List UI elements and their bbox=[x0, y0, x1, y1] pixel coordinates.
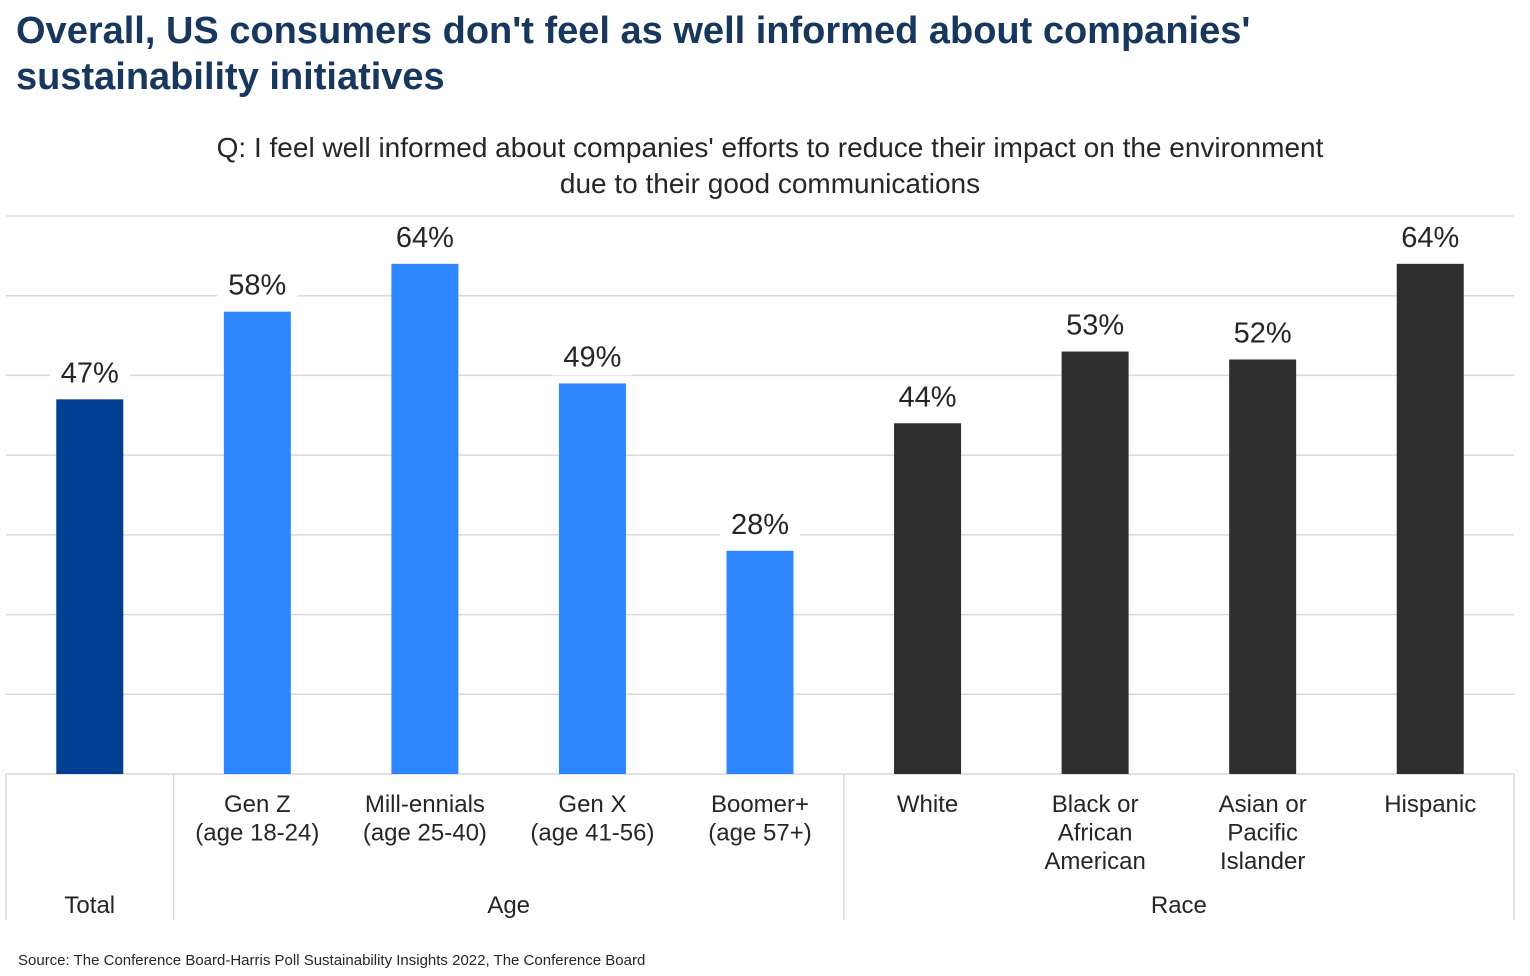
data-label: 28% bbox=[731, 509, 789, 541]
data-label: 47% bbox=[61, 357, 119, 389]
data-label-background bbox=[49, 355, 130, 392]
category-label: African bbox=[1058, 820, 1133, 847]
bar bbox=[391, 263, 459, 774]
bar bbox=[894, 423, 962, 774]
category-label: (age 41-56) bbox=[530, 820, 654, 847]
data-label-background bbox=[720, 506, 800, 543]
data-label-background bbox=[217, 267, 298, 304]
data-label: 52% bbox=[1234, 317, 1292, 349]
category-label: Mill-ennials bbox=[365, 791, 485, 818]
group-label: Age bbox=[487, 892, 530, 919]
data-label: 53% bbox=[1066, 310, 1124, 342]
chart-title-line-2: sustainability initiatives bbox=[16, 56, 445, 98]
chart-subtitle-line-2: due to their good communications bbox=[559, 168, 981, 199]
bar bbox=[1396, 263, 1464, 774]
bar bbox=[1061, 351, 1129, 774]
chart-subtitle-line-1: Q: I feel well informed about companies'… bbox=[216, 132, 1324, 163]
category-label: Boomer+ bbox=[711, 791, 809, 818]
category-label: White bbox=[897, 791, 958, 818]
data-label: 58% bbox=[228, 270, 286, 302]
chart-title-line-1: Overall, US consumers don't feel as well… bbox=[16, 10, 1251, 52]
category-label: American bbox=[1044, 848, 1145, 875]
data-label-background bbox=[552, 339, 633, 376]
category-label: Hispanic bbox=[1384, 791, 1476, 818]
group-label: Race bbox=[1151, 892, 1207, 919]
chart-title: Overall, US consumers don't feel as well… bbox=[16, 8, 1496, 100]
category-label: Asian or bbox=[1219, 791, 1307, 818]
bar bbox=[56, 399, 124, 774]
category-label: Islander bbox=[1220, 848, 1305, 875]
category-label: (age 57+) bbox=[708, 820, 811, 847]
data-label: 64% bbox=[1401, 222, 1459, 254]
category-label: Gen Z bbox=[224, 791, 291, 818]
category-label: (age 25-40) bbox=[363, 820, 487, 847]
bar bbox=[1229, 359, 1297, 774]
data-label-background bbox=[1390, 219, 1471, 256]
chart-subtitle: Q: I feel well informed about companies'… bbox=[0, 130, 1530, 202]
data-label: 44% bbox=[899, 381, 957, 413]
bar bbox=[223, 311, 291, 774]
category-label: (age 18-24) bbox=[195, 820, 319, 847]
data-label-background bbox=[887, 379, 968, 416]
data-label-background bbox=[1055, 307, 1136, 344]
bar bbox=[558, 383, 626, 774]
data-label-background bbox=[384, 219, 465, 256]
category-label: Gen X bbox=[558, 791, 626, 818]
data-label-background bbox=[1222, 315, 1303, 352]
source-note: Source: The Conference Board-Harris Poll… bbox=[18, 952, 646, 969]
data-label: 49% bbox=[563, 341, 621, 373]
group-label: Total bbox=[64, 892, 115, 919]
data-label: 64% bbox=[396, 222, 454, 254]
category-label: Black or bbox=[1052, 791, 1139, 818]
bar bbox=[726, 550, 794, 774]
category-label: Pacific bbox=[1227, 820, 1298, 847]
